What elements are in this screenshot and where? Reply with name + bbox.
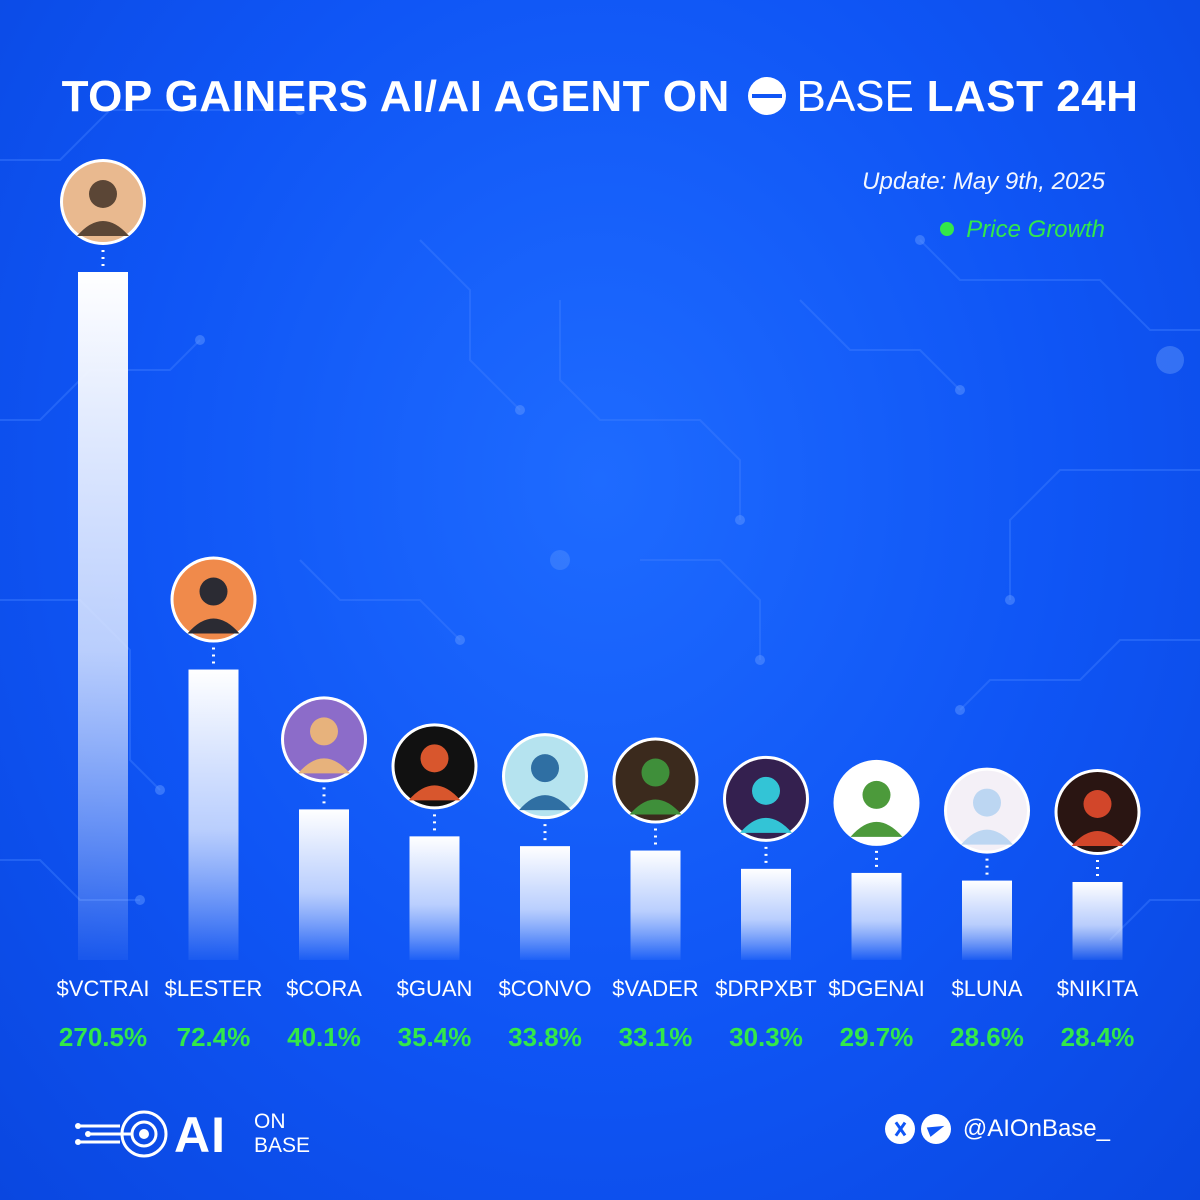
sausage-character-avatar-body	[408, 785, 461, 801]
logo-on: ON	[254, 1110, 286, 1133]
legend: Price Growth	[940, 216, 1105, 244]
category-label: $VCTRAI	[57, 976, 150, 1001]
category-label: $CORA	[286, 976, 362, 1001]
bar-2	[299, 809, 349, 960]
value-label: 270.5%	[59, 1022, 147, 1052]
white-hair-girl-avatar-body	[961, 829, 1013, 845]
ai-on-base-logo: AI ON BASE	[74, 1104, 334, 1164]
title-prefix: TOP GAINERS AI/AI AGENT ON	[61, 72, 730, 121]
green-man-avatar-head	[641, 758, 670, 787]
category-label: $LESTER	[165, 976, 263, 1001]
category-label: $NIKITA	[1057, 976, 1139, 1001]
title-brand: BASE	[796, 72, 914, 121]
pepe-frog-avatar-body	[850, 821, 903, 837]
value-label: 40.1%	[287, 1022, 361, 1052]
value-label: 33.1%	[619, 1022, 693, 1052]
bar-8	[962, 880, 1012, 960]
bar-3	[409, 836, 460, 960]
pepe-frog-avatar-head	[862, 780, 891, 809]
legend-label: Price Growth	[966, 216, 1105, 243]
x-icon[interactable]	[884, 1114, 915, 1144]
red-hair-girl-avatar-body	[1071, 831, 1124, 846]
anime-girl-avatar-head	[89, 180, 117, 208]
value-label: 30.3%	[729, 1022, 803, 1052]
category-label: $LUNA	[952, 976, 1023, 1001]
logo-ai-text: AI	[174, 1107, 226, 1163]
goggles-girl-avatar-head	[310, 717, 338, 746]
category-label: $GUAN	[397, 976, 473, 1001]
logo-on-base-text: ON BASE	[254, 1110, 310, 1158]
value-label: 35.4%	[398, 1022, 472, 1052]
bar-7	[851, 872, 902, 960]
white-hair-girl-avatar-head	[973, 788, 1001, 817]
chart-title: TOP GAINERS AI/AI AGENT ON BASE LAST 24H	[0, 72, 1200, 122]
handle-text[interactable]: @AIOnBase_	[962, 1115, 1110, 1142]
bald-man-avatar-body	[187, 618, 240, 634]
bitcoin-dj-avatar-head	[752, 776, 780, 805]
title-suffix: LAST 24H	[926, 72, 1139, 121]
bar-4	[520, 846, 570, 960]
sausage-character-avatar-head	[420, 744, 449, 773]
category-label: $CONVO	[499, 976, 592, 1001]
category-label: $VADER	[612, 976, 698, 1001]
value-label: 28.4%	[1061, 1022, 1135, 1052]
base-logo-icon	[748, 77, 787, 115]
legend-dot-icon	[940, 222, 955, 236]
bar-1	[188, 669, 239, 960]
headset-girl-avatar-body	[519, 795, 571, 811]
circuit-logo-icon	[75, 1110, 168, 1158]
social-handle: @AIOnBase_	[884, 1114, 1110, 1144]
red-hair-girl-avatar-head	[1083, 790, 1112, 818]
value-label: 72.4%	[177, 1022, 251, 1052]
bar-5	[630, 850, 681, 960]
bar-9	[1072, 882, 1123, 960]
value-label: 29.7%	[840, 1022, 914, 1052]
logo-base: BASE	[254, 1134, 311, 1157]
category-label: $DGENAI	[828, 976, 925, 1001]
goggles-girl-avatar-body	[298, 758, 350, 774]
bar-6	[741, 868, 791, 960]
category-label: $DRPXBT	[715, 976, 816, 1001]
update-date: Update: May 9th, 2025	[862, 168, 1105, 195]
bar-0	[78, 272, 128, 960]
green-man-avatar-body	[629, 799, 682, 815]
telegram-icon[interactable]	[920, 1114, 951, 1144]
headset-girl-avatar-head	[531, 754, 559, 783]
anime-girl-avatar-body	[77, 221, 129, 236]
bald-man-avatar-head	[199, 577, 228, 606]
bitcoin-dj-avatar-body	[740, 817, 792, 833]
value-label: 33.8%	[508, 1022, 582, 1052]
value-label: 28.6%	[950, 1022, 1024, 1052]
